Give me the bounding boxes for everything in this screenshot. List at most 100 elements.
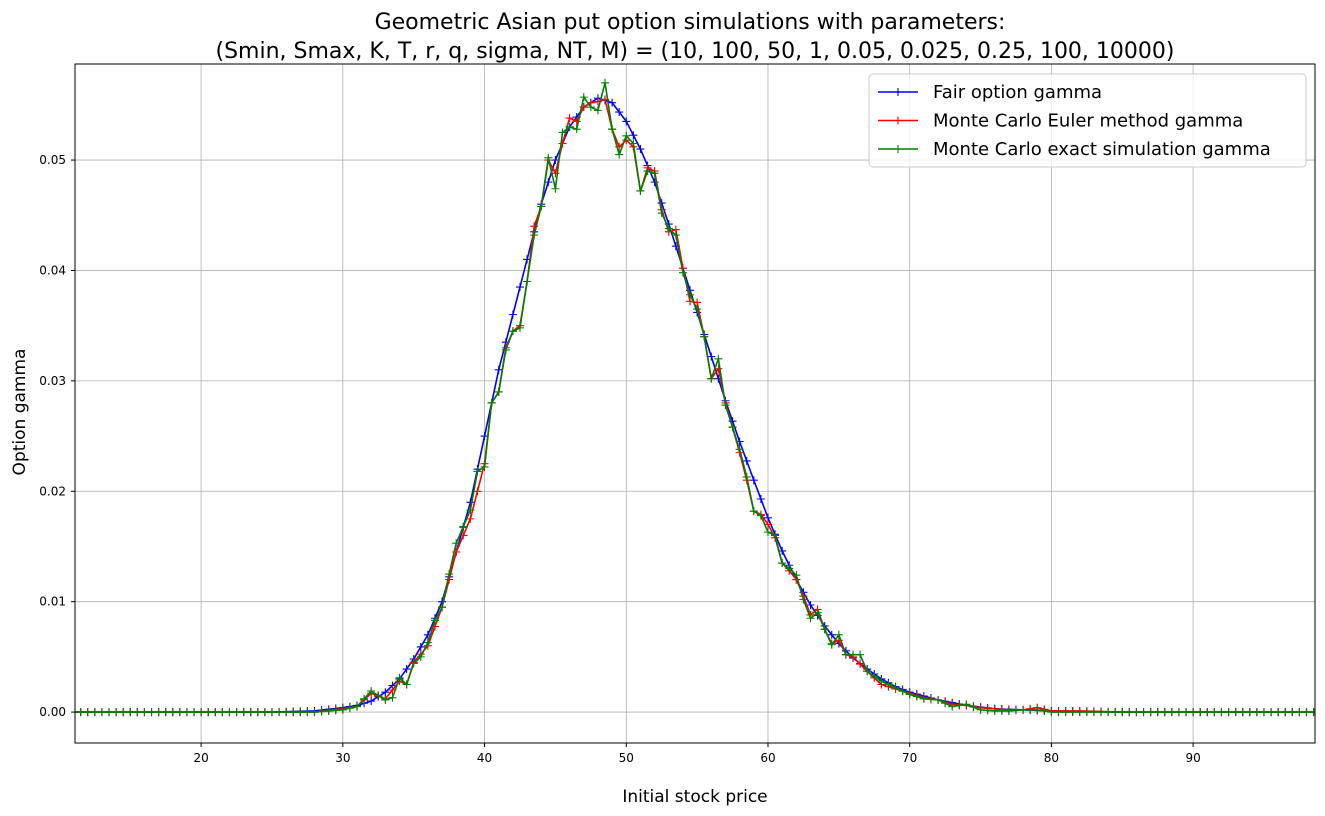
- data-marker: [296, 708, 305, 717]
- data-marker: [338, 705, 347, 714]
- data-marker: [515, 323, 524, 332]
- series-2: [75, 95, 1315, 717]
- data-marker: [175, 708, 184, 717]
- data-marker: [806, 600, 815, 609]
- data-marker: [678, 268, 687, 277]
- plot-series: [75, 78, 1315, 717]
- data-marker: [360, 694, 369, 703]
- data-marker: [275, 708, 284, 717]
- data-marker: [941, 699, 950, 708]
- data-marker: [707, 374, 716, 383]
- data-marker: [416, 652, 425, 661]
- data-marker: [317, 707, 326, 716]
- data-marker: [190, 708, 199, 717]
- data-marker: [622, 131, 631, 140]
- data-marker: [154, 708, 163, 717]
- data-marker: [721, 401, 730, 410]
- data-marker: [1104, 708, 1113, 717]
- data-marker: [1118, 708, 1127, 717]
- data-marker: [898, 687, 907, 696]
- series-1: [75, 94, 1315, 717]
- data-marker: [310, 708, 319, 717]
- data-marker: [218, 708, 227, 717]
- data-marker: [763, 528, 772, 537]
- data-marker: [1054, 708, 1063, 717]
- data-marker: [289, 708, 298, 717]
- series-line: [75, 97, 1315, 713]
- data-marker: [792, 571, 801, 580]
- data-marker: [105, 708, 114, 717]
- data-marker: [1267, 708, 1276, 717]
- data-marker: [459, 522, 468, 531]
- y-tick-label: 0.03: [39, 374, 66, 388]
- y-tick-label: 0.01: [39, 595, 66, 609]
- data-marker: [1231, 708, 1240, 717]
- data-marker: [267, 708, 276, 717]
- data-marker: [423, 638, 432, 647]
- data-marker: [1040, 706, 1049, 715]
- data-marker: [1259, 708, 1268, 717]
- data-marker: [1146, 708, 1155, 717]
- data-marker: [182, 708, 191, 717]
- data-marker: [863, 667, 872, 676]
- data-marker: [1196, 708, 1205, 717]
- data-marker: [572, 117, 581, 126]
- data-marker: [430, 616, 439, 625]
- data-marker: [438, 603, 447, 612]
- data-marker: [508, 310, 517, 319]
- data-marker: [90, 708, 99, 717]
- data-marker: [1004, 706, 1013, 715]
- data-marker: [1097, 708, 1106, 717]
- data-marker: [849, 650, 858, 659]
- data-marker: [827, 640, 836, 649]
- x-tick-label: 80: [1044, 751, 1059, 765]
- data-marker: [558, 139, 567, 148]
- data-marker: [912, 692, 921, 701]
- data-marker: [487, 398, 496, 407]
- data-marker: [225, 708, 234, 717]
- data-marker: [1139, 708, 1148, 717]
- data-marker: [749, 476, 758, 485]
- data-marker: [83, 708, 92, 717]
- data-marker: [671, 231, 680, 240]
- data-marker: [579, 93, 588, 102]
- data-marker: [749, 507, 758, 516]
- data-marker: [636, 186, 645, 195]
- data-marker: [76, 708, 85, 717]
- data-marker: [1274, 708, 1283, 717]
- data-marker: [693, 305, 702, 314]
- data-marker: [622, 117, 631, 126]
- data-marker: [1224, 708, 1233, 717]
- data-marker: [969, 703, 978, 712]
- data-marker: [515, 283, 524, 292]
- data-marker: [1302, 708, 1311, 717]
- data-marker: [990, 706, 999, 715]
- data-marker: [119, 708, 128, 717]
- chart-subtitle: (Smin, Smax, K, T, r, q, sigma, NT, M) =…: [216, 39, 1175, 64]
- data-marker: [565, 114, 574, 123]
- data-marker: [345, 704, 354, 713]
- data-marker: [537, 202, 546, 211]
- data-marker: [1075, 708, 1084, 717]
- data-marker: [1111, 708, 1120, 717]
- data-marker: [586, 103, 595, 112]
- data-marker: [1132, 708, 1141, 717]
- data-marker: [891, 683, 900, 692]
- data-marker: [1153, 708, 1162, 717]
- data-marker: [572, 125, 581, 134]
- data-marker: [1238, 708, 1247, 717]
- data-marker: [608, 125, 617, 134]
- data-marker: [728, 423, 737, 432]
- data-marker: [629, 139, 638, 148]
- data-marker: [303, 708, 312, 717]
- data-marker: [452, 539, 461, 548]
- data-marker: [466, 506, 475, 515]
- data-marker: [905, 690, 914, 699]
- data-marker: [331, 706, 340, 715]
- data-marker: [239, 708, 248, 717]
- data-marker: [778, 559, 787, 568]
- data-marker: [1203, 708, 1212, 717]
- data-marker: [558, 128, 567, 137]
- data-marker: [976, 705, 985, 714]
